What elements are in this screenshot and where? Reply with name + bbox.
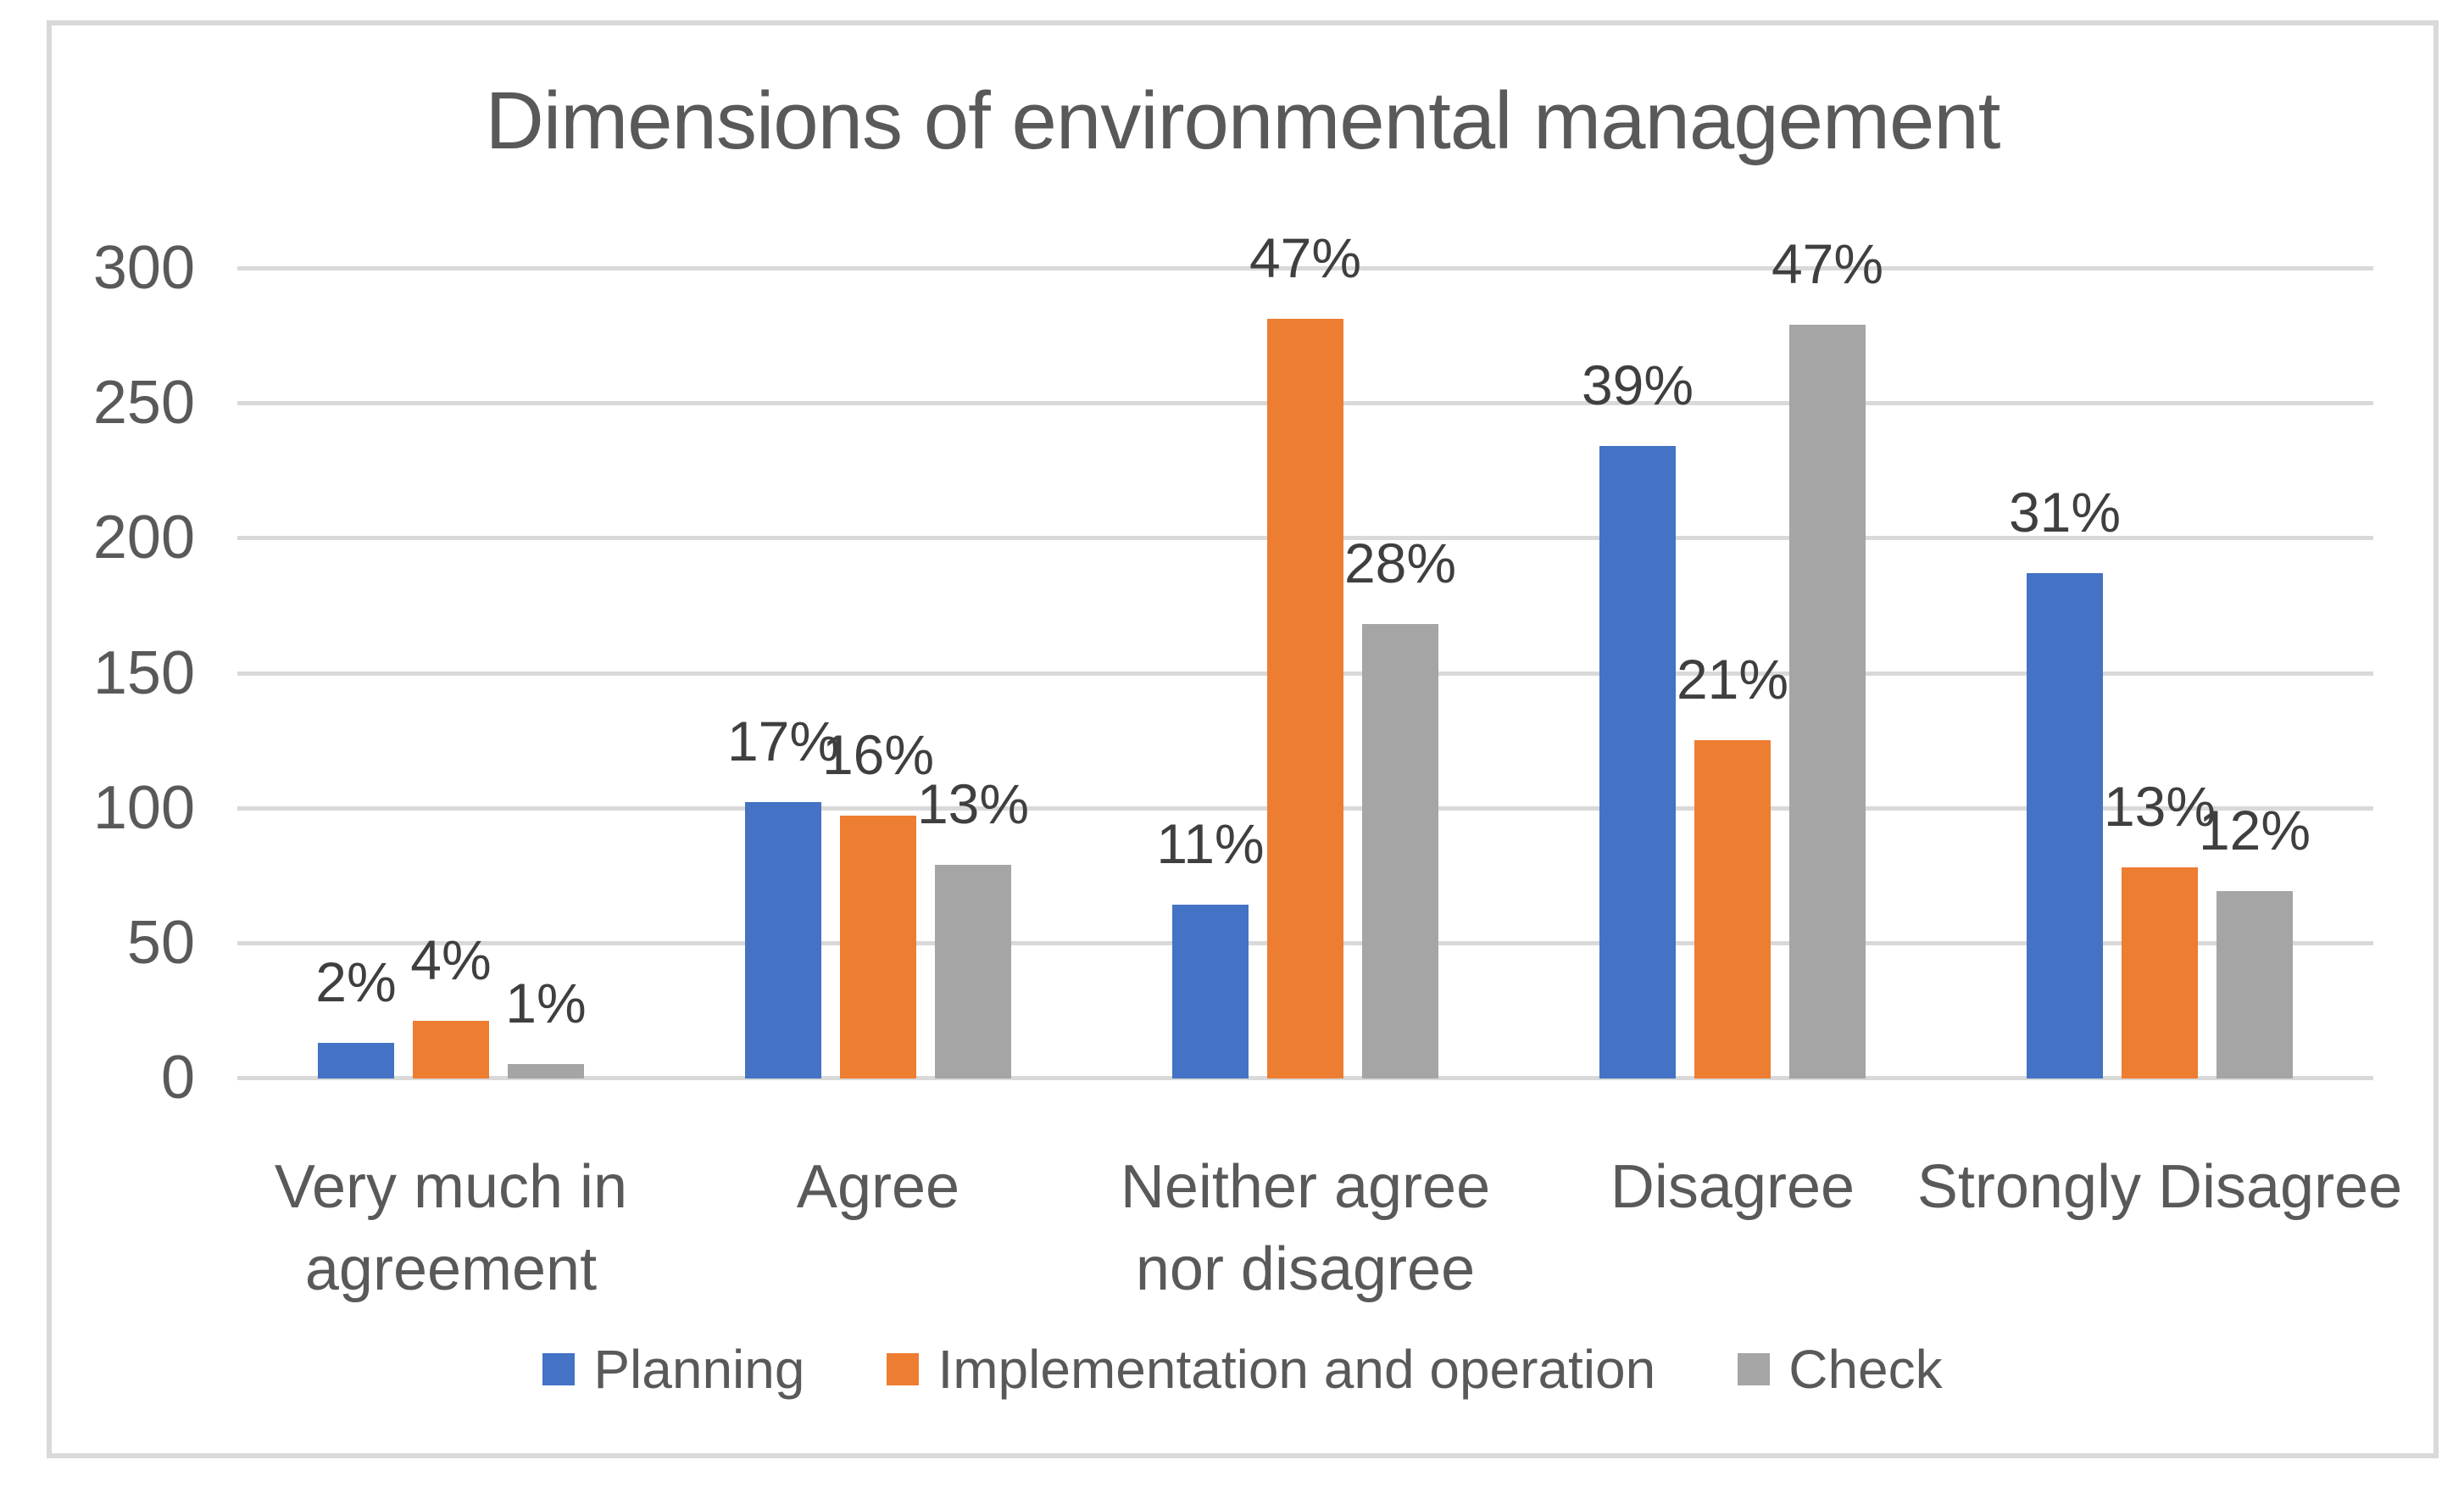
bar-check-disagree (1789, 324, 1866, 1078)
data-label-check-agree: 13% (916, 772, 1030, 835)
data-label-implementation-and-operation-agree: 16% (821, 723, 935, 787)
data-label-planning-strongly-disagree: 31% (2008, 480, 2122, 543)
x-axis-label-line: Very much in (274, 1153, 628, 1221)
x-axis-label-line: Neither agree (1120, 1153, 1491, 1221)
data-label-check-strongly-disagree: 12% (2198, 799, 2311, 862)
bar-planning-very-much-in-agreement (318, 1042, 394, 1078)
data-label-implementation-and-operation-disagree: 21% (1676, 648, 1789, 711)
bar-implementation-and-operation-neither-agree-nor-disagree (1267, 319, 1343, 1078)
legend: Planning Implementation and operation Chec… (47, 1338, 2439, 1401)
bar-planning-strongly-disagree (2027, 572, 2103, 1078)
x-axis-label-line: Disagree (1610, 1153, 1855, 1221)
legend-label: Check (1788, 1339, 1943, 1400)
bar-implementation-and-operation-strongly-disagree (2122, 867, 2198, 1078)
chart-title: Dimensions of environmental management (485, 75, 2001, 166)
y-axis-tick-label: 100 (92, 773, 195, 842)
legend-label: Planning (593, 1339, 805, 1400)
x-axis-label-disagree: Disagree (1461, 1146, 2004, 1229)
x-axis-label-very-much-in-agreement: Very much in agreement (180, 1146, 722, 1311)
y-axis-tick-label: 300 (92, 234, 195, 302)
bar-planning-neither-agree-nor-disagree (1172, 905, 1249, 1078)
legend-swatch-icon (542, 1353, 576, 1385)
data-label-implementation-and-operation-neither-agree-nor-disagree: 47% (1249, 226, 1362, 290)
data-label-check-disagree: 47% (1771, 231, 1884, 295)
x-axis-label-strongly-disagree: Strongly Disagree (1888, 1146, 2431, 1229)
data-label-check-neither-agree-nor-disagree: 28% (1343, 532, 1457, 595)
bar-planning-agree (745, 802, 821, 1078)
legend-swatch-icon (887, 1353, 920, 1385)
legend-label: Implementation and operation (937, 1339, 1656, 1400)
bar-check-very-much-in-agreement (508, 1064, 584, 1078)
legend-item-check: Check (1738, 1338, 1943, 1401)
data-label-implementation-and-operation-strongly-disagree: 13% (2103, 774, 2216, 838)
bar-implementation-and-operation-disagree (1694, 740, 1771, 1078)
legend-swatch-icon (1738, 1353, 1771, 1385)
y-axis-tick-label: 50 (126, 908, 195, 977)
data-label-planning-very-much-in-agreement: 2% (315, 950, 397, 1013)
y-axis-tick-label: 0 (160, 1044, 195, 1112)
bar-planning-disagree (1599, 446, 1676, 1078)
data-label-planning-disagree: 39% (1581, 354, 1694, 417)
bar-check-strongly-disagree (2216, 891, 2293, 1078)
bar-check-neither-agree-nor-disagree (1362, 624, 1438, 1078)
data-label-check-very-much-in-agreement: 1% (505, 972, 587, 1035)
data-label-planning-neither-agree-nor-disagree: 11% (1156, 812, 1265, 876)
y-axis-tick-label: 250 (92, 369, 195, 437)
gridline-300 (237, 266, 2373, 270)
x-axis-label-line: agreement (304, 1235, 598, 1303)
data-label-planning-agree: 17% (726, 710, 840, 773)
x-axis-label-agree: Agree (607, 1146, 1149, 1229)
x-axis-label-line: Agree (796, 1153, 960, 1221)
y-axis-tick-label: 200 (92, 504, 195, 572)
bar-implementation-and-operation-very-much-in-agreement (413, 1021, 489, 1078)
x-axis-label-neither-agree-nor-disagree: Neither agree nor disagree (1034, 1146, 1577, 1311)
x-axis-label-line: Strongly Disagree (1916, 1153, 2403, 1221)
legend-item-planning: Planning (542, 1338, 804, 1401)
bar-implementation-and-operation-agree (840, 816, 916, 1078)
bar-check-agree (935, 864, 1011, 1078)
legend-item-implementation-and-operation: Implementation and operation (887, 1338, 1655, 1401)
data-label-implementation-and-operation-very-much-in-agreement: 4% (410, 928, 492, 992)
x-axis-label-line: nor disagree (1135, 1235, 1476, 1303)
y-axis-tick-label: 150 (92, 638, 195, 707)
